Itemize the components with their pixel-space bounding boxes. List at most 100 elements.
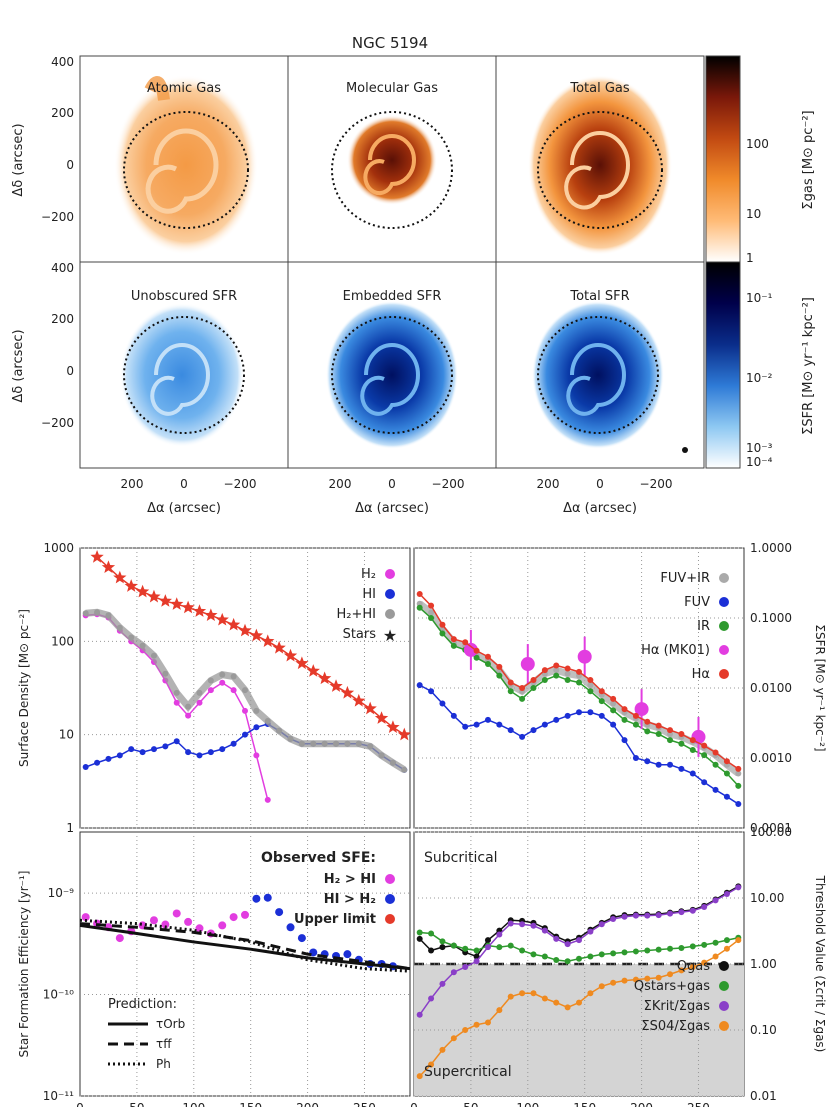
data-point bbox=[598, 951, 605, 958]
panel-threshold-value: 100.0010.001.000.100.01050100150200250Ga… bbox=[410, 825, 827, 1107]
data-point bbox=[735, 801, 742, 808]
star-marker bbox=[249, 628, 264, 642]
data-point bbox=[712, 939, 719, 946]
unobscured-sfr-spiral bbox=[150, 343, 210, 416]
data-point bbox=[507, 993, 514, 1000]
data-point bbox=[644, 975, 651, 982]
map-xlabel-c: Δα (arcsec) bbox=[563, 501, 637, 516]
data-point bbox=[139, 749, 146, 756]
data-point bbox=[298, 740, 305, 747]
data-point bbox=[473, 947, 480, 954]
star-marker bbox=[374, 711, 389, 724]
star-marker bbox=[261, 634, 275, 647]
data-point bbox=[701, 752, 708, 759]
data-point bbox=[587, 928, 594, 935]
star-marker bbox=[90, 550, 104, 563]
data-point bbox=[667, 737, 674, 744]
map2-ytick-neg200: −200 bbox=[41, 416, 74, 430]
data-point bbox=[689, 737, 696, 744]
data-point bbox=[564, 677, 571, 684]
data-point bbox=[253, 724, 260, 731]
data-point bbox=[655, 974, 662, 981]
map2-ytick-0: 0 bbox=[66, 364, 74, 378]
data-point bbox=[564, 958, 571, 965]
beam-size-marker bbox=[682, 447, 688, 453]
data-point bbox=[530, 677, 537, 684]
star-marker bbox=[397, 727, 411, 741]
data-point bbox=[519, 947, 526, 954]
data-point bbox=[735, 765, 742, 772]
data-point bbox=[598, 688, 605, 695]
data-point bbox=[701, 941, 708, 948]
data-point bbox=[621, 737, 628, 744]
data-point bbox=[450, 636, 457, 643]
legend-label: FUV bbox=[684, 595, 710, 610]
data-point bbox=[678, 731, 685, 738]
unobscured-sfr-ring bbox=[123, 316, 245, 434]
legend-marker bbox=[719, 621, 729, 631]
data-point bbox=[667, 971, 674, 978]
data-point bbox=[507, 679, 514, 686]
data-point bbox=[242, 731, 248, 738]
data-point bbox=[667, 727, 674, 734]
legend-label: Hα bbox=[692, 667, 710, 682]
data-point bbox=[530, 990, 537, 997]
data-point bbox=[541, 927, 548, 934]
prediction-legend-label: τOrb bbox=[156, 1017, 185, 1031]
data-point bbox=[378, 752, 385, 759]
y-tick-label: 0.0010 bbox=[750, 751, 792, 765]
data-point bbox=[553, 667, 560, 674]
data-point bbox=[462, 639, 469, 646]
molecular-gas-spiral bbox=[363, 134, 416, 196]
data-point bbox=[162, 743, 169, 750]
data-point bbox=[519, 733, 526, 740]
map2-ytick-200: 200 bbox=[51, 312, 74, 326]
data-point bbox=[553, 935, 560, 942]
data-point bbox=[610, 721, 617, 728]
map-xtick-200-b: 200 bbox=[329, 477, 352, 491]
data-point bbox=[520, 657, 535, 672]
data-point bbox=[723, 890, 730, 897]
data-point bbox=[530, 685, 537, 691]
legend-marker bbox=[719, 961, 729, 971]
map-ytick-400: 400 bbox=[51, 55, 74, 69]
map-xlabel-a: Δα (arcsec) bbox=[147, 501, 221, 516]
x-tick-label: 250 bbox=[687, 1101, 710, 1107]
x-tick-label: 100 bbox=[516, 1101, 539, 1107]
data-point bbox=[553, 999, 560, 1006]
colorbar-gas-tick-1: 1 bbox=[746, 251, 754, 265]
data-point bbox=[150, 746, 157, 753]
data-point bbox=[541, 677, 548, 684]
data-point bbox=[701, 959, 708, 966]
data-point bbox=[252, 894, 261, 903]
legend-marker bbox=[719, 573, 729, 583]
legend-star-marker: ★ bbox=[383, 626, 397, 645]
y-tick-label: 1.0000 bbox=[750, 541, 792, 555]
molecular-gas-emission bbox=[347, 115, 437, 205]
data-point bbox=[287, 735, 294, 742]
data-point bbox=[678, 740, 685, 747]
data-point bbox=[701, 904, 708, 911]
data-point bbox=[621, 949, 628, 956]
data-point bbox=[173, 689, 180, 696]
star-marker bbox=[272, 640, 286, 654]
data-point bbox=[564, 941, 571, 948]
star-marker bbox=[363, 701, 377, 715]
data-point bbox=[564, 712, 571, 719]
colorbar-sfr-label: ΣSFR [M⊙ yr⁻¹ kpc⁻²] bbox=[801, 297, 816, 435]
star-marker bbox=[181, 600, 195, 614]
data-point bbox=[655, 912, 662, 919]
data-point bbox=[462, 945, 469, 952]
map-ytick-200: 200 bbox=[51, 106, 74, 120]
map-title-total-sfr: Total SFR bbox=[569, 289, 629, 304]
x-tick-label: 150 bbox=[239, 1101, 262, 1107]
data-point bbox=[218, 921, 227, 930]
data-point bbox=[712, 749, 719, 756]
x-tick-label: 0 bbox=[76, 1101, 84, 1107]
legend-marker bbox=[719, 669, 729, 679]
data-point bbox=[139, 642, 146, 649]
colorbar-sfr-tick-1: 10⁻¹ bbox=[746, 291, 773, 305]
star-marker bbox=[295, 656, 309, 670]
data-point bbox=[473, 647, 480, 654]
data-point bbox=[81, 913, 90, 922]
